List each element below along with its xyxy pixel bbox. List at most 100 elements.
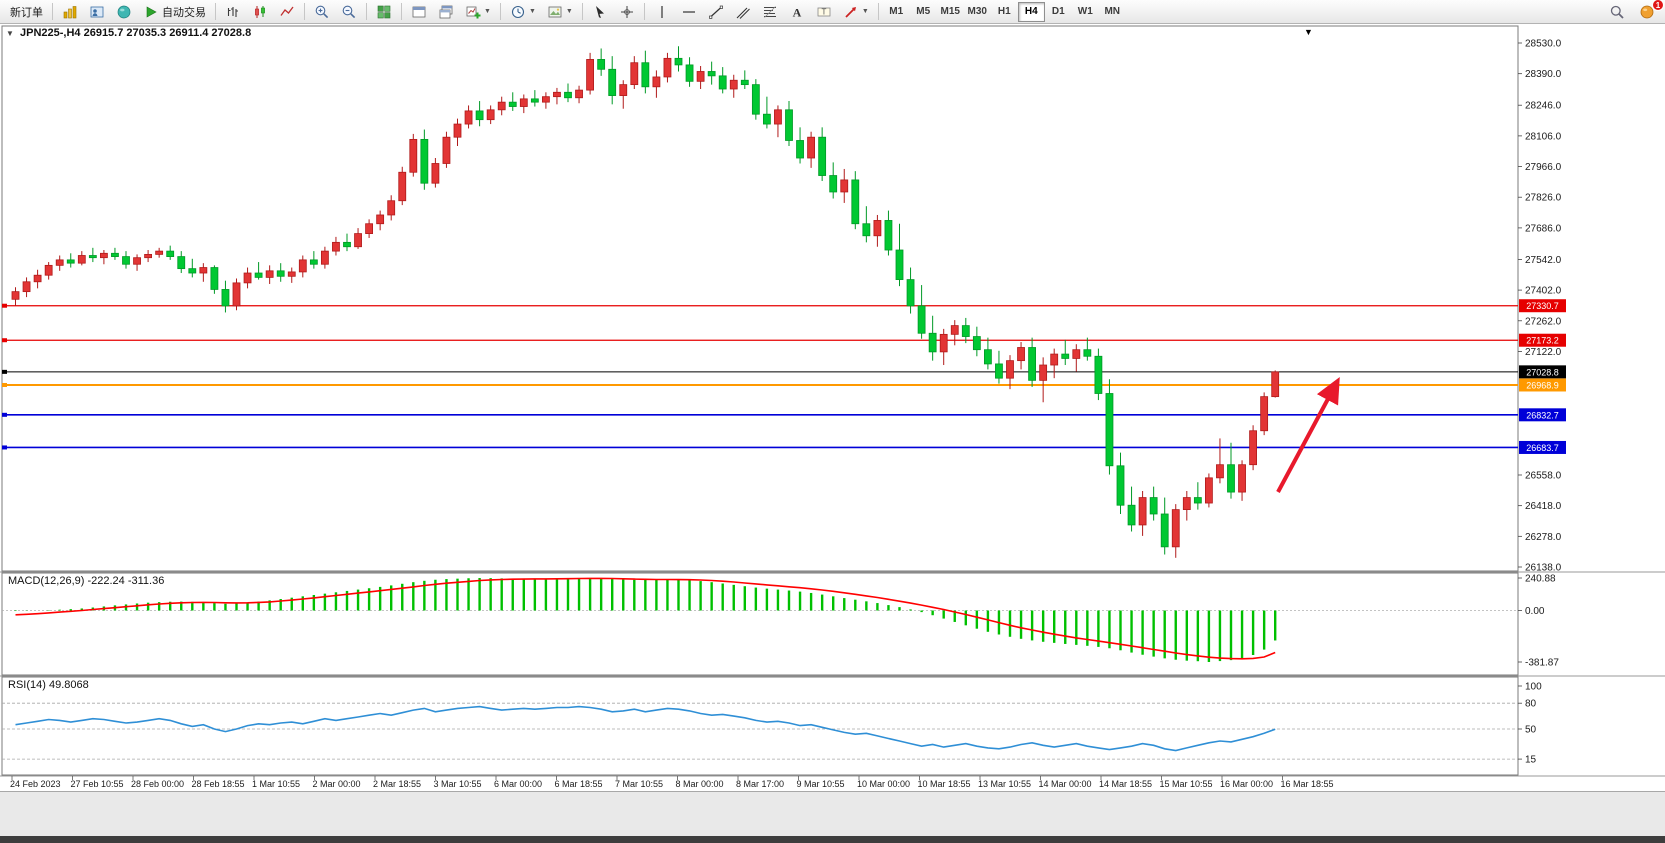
svg-text:A: A [792, 5, 801, 19]
svg-text:8 Mar 00:00: 8 Mar 00:00 [676, 779, 724, 789]
timeframe-button-m30[interactable]: M30 [964, 2, 991, 22]
community-button[interactable] [111, 2, 137, 22]
toolbar: 新订单 自动交易 [0, 0, 1665, 24]
line-chart-button[interactable] [274, 2, 300, 22]
trendline-icon [708, 5, 723, 19]
new-chart-button[interactable]: ▼ [460, 2, 496, 22]
timeframe-button-h4[interactable]: H4 [1017, 1, 1045, 22]
zoom-in-button[interactable] [309, 2, 335, 22]
vertical-line-button[interactable] [649, 2, 675, 22]
timeframe-button-mn[interactable]: MN [1099, 2, 1126, 22]
horizontal-line-27173.2[interactable]: 27173.2 [2, 333, 1566, 347]
svg-text:27826.0: 27826.0 [1525, 193, 1562, 204]
line-anchor-marker[interactable] [2, 369, 7, 374]
macd-indicator-label: MACD(12,26,9) -222.24 -311.36 [8, 575, 165, 587]
data-window-button[interactable] [84, 2, 110, 22]
autotrading-label: 自动交易 [162, 6, 206, 19]
svg-text:0.00: 0.00 [1525, 606, 1545, 617]
cascade-windows-button[interactable] [433, 2, 459, 22]
trendline-button[interactable] [703, 2, 729, 22]
horizontal-line-26968.9[interactable]: 26968.9 [2, 378, 1566, 392]
horizontal-line-button[interactable] [676, 2, 702, 22]
template-button[interactable]: ▼ [542, 2, 578, 22]
toolbar-separator [581, 3, 583, 20]
tile-windows-icon [377, 5, 391, 18]
timeframe-button-m5[interactable]: M5 [910, 2, 937, 22]
timeframe-button-m15[interactable]: M15 [937, 2, 964, 22]
svg-text:13 Mar 10:55: 13 Mar 10:55 [978, 779, 1031, 789]
crosshair-button[interactable] [614, 2, 640, 22]
panel-collapse-icon[interactable]: ▼ [6, 29, 14, 38]
new-order-label: 新订单 [10, 6, 43, 19]
arrange-windows-icon [412, 6, 426, 17]
line-chart-icon [280, 6, 294, 16]
search-button[interactable] [1604, 2, 1630, 22]
timeframe-button-m1[interactable]: M1 [883, 2, 910, 22]
toolbar-separator [215, 3, 216, 20]
line-anchor-marker[interactable] [2, 338, 7, 343]
line-anchor-marker[interactable] [2, 445, 7, 450]
bar-chart-button[interactable] [220, 2, 246, 22]
label-button[interactable]: T [811, 2, 837, 22]
line-anchor-marker[interactable] [2, 412, 7, 417]
macd-histogram [14, 578, 1277, 662]
svg-text:27330.7: 27330.7 [1526, 301, 1559, 311]
scroll-to-end-icon[interactable]: ▼ [1304, 27, 1313, 37]
macd-indicator: 240.88 0.00 -381.87 [2, 574, 1559, 669]
tile-windows-button[interactable] [371, 2, 397, 22]
svg-text:27122.0: 27122.0 [1525, 347, 1562, 358]
timeframe-button-w1[interactable]: W1 [1072, 2, 1099, 22]
autotrading-button[interactable]: 自动交易 [138, 2, 211, 22]
horizontal-line-icon [682, 10, 695, 13]
svg-text:26558.0: 26558.0 [1525, 470, 1562, 481]
svg-text:26832.7: 26832.7 [1526, 410, 1559, 420]
horizontal-line-26683.7[interactable]: 26683.7 [2, 440, 1566, 454]
svg-text:28530.0: 28530.0 [1525, 39, 1562, 50]
price-tag-26832.7: 26832.7 [1519, 408, 1566, 422]
price-tag-26683.7: 26683.7 [1519, 440, 1566, 454]
fibonacci-button[interactable] [757, 2, 783, 22]
svg-text:27173.2: 27173.2 [1526, 336, 1559, 346]
svg-text:27262.0: 27262.0 [1525, 316, 1562, 327]
candlestick-chart-button[interactable] [247, 2, 273, 22]
expert-advisors-button[interactable] [57, 2, 83, 22]
svg-text:6 Mar 00:00: 6 Mar 00:00 [494, 779, 542, 789]
svg-text:26418.0: 26418.0 [1525, 501, 1562, 512]
price-tag-27028.8: 27028.8 [1519, 365, 1566, 379]
zoom-out-button[interactable] [336, 2, 362, 22]
toolbar-separator [401, 3, 402, 20]
toolbar-right-group: 1 [1604, 0, 1664, 22]
svg-text:2 Mar 00:00: 2 Mar 00:00 [313, 779, 361, 789]
panel-frames [0, 25, 1665, 777]
svg-text:T: T [821, 7, 826, 16]
arrange-windows-button[interactable] [406, 2, 432, 22]
text-button[interactable]: A [784, 2, 810, 22]
arrow-tool-button[interactable]: ▼ [838, 2, 874, 22]
channel-button[interactable] [730, 2, 756, 22]
time-axis: 24 Feb 2023 27 Feb 10:55 28 Feb 00:00 28 Fe… [10, 776, 1334, 789]
line-anchor-marker[interactable] [2, 382, 7, 387]
svg-text:26683.7: 26683.7 [1526, 443, 1559, 453]
zoom-out-icon [342, 5, 356, 18]
horizontal-line-27330.7[interactable]: 27330.7 [2, 299, 1566, 313]
line-anchor-marker[interactable] [2, 303, 7, 308]
timeframe-button-d1[interactable]: D1 [1045, 2, 1072, 22]
trend-arrow[interactable] [1276, 376, 1340, 493]
crosshair-icon [620, 5, 633, 18]
notification-button[interactable] [1634, 2, 1660, 22]
period-clock-button[interactable]: ▼ [505, 2, 541, 22]
search-icon [1610, 5, 1624, 19]
svg-text:8 Mar 17:00: 8 Mar 17:00 [736, 779, 784, 789]
vertical-line-icon [661, 5, 663, 18]
svg-text:7 Mar 10:55: 7 Mar 10:55 [615, 779, 663, 789]
timeframe-button-h1[interactable]: H1 [991, 2, 1018, 22]
new-order-button[interactable]: 新订单 [5, 2, 48, 22]
toolbar-separator [643, 3, 645, 20]
horizontal-line-27028.8[interactable]: 27028.8 [2, 365, 1566, 379]
bar-chart-icon [227, 6, 238, 17]
chart-canvas[interactable]: 28530.0 28390.0 28246.0 28106.0 27966.0 27826… [0, 24, 1665, 791]
svg-text:6 Mar 18:55: 6 Mar 18:55 [555, 779, 603, 789]
new-chart-icon [466, 6, 481, 18]
cursor-button[interactable] [587, 2, 613, 22]
